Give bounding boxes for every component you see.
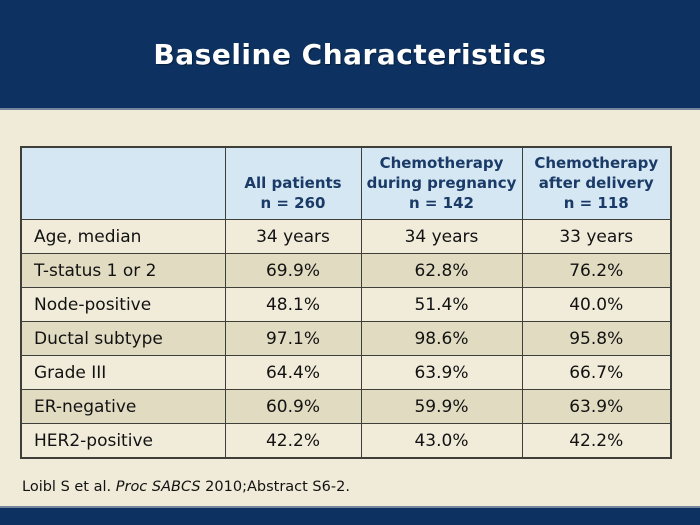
value-cell: 42.2%: [521, 423, 672, 459]
slide-title: Baseline Characteristics: [153, 37, 547, 71]
row-label: HER2-positive: [20, 423, 226, 459]
table-row: Node-positive 48.1% 51.4% 40.0%: [20, 287, 672, 322]
value-cell: 42.2%: [224, 423, 362, 459]
header-cell-1: All patients n = 260: [224, 146, 362, 220]
value-cell: 97.1%: [224, 321, 362, 356]
value-cell: 40.0%: [521, 287, 672, 322]
row-label: Node-positive: [20, 287, 226, 322]
table-row: HER2-positive 42.2% 43.0% 42.2%: [20, 423, 672, 459]
header-cell-line: n = 142: [408, 194, 474, 212]
citation-prefix: Loibl S et al.: [22, 479, 116, 495]
header-cell-line: n = 118: [563, 194, 629, 212]
value-cell: 62.8%: [360, 253, 523, 288]
value-cell: 63.9%: [521, 389, 672, 424]
value-cell: 60.9%: [224, 389, 362, 424]
header-cell-line: All patients: [244, 174, 342, 192]
table-row: Grade III 64.4% 63.9% 66.7%: [20, 355, 672, 390]
table-row: Ductal subtype 97.1% 98.6% 95.8%: [20, 321, 672, 356]
table-body: Age, median 34 years 34 years 33 years T-sta…: [20, 219, 672, 459]
citation-text: Loibl S et al. Proc SABCS 2010;Abstract …: [22, 477, 350, 497]
table-row: Age, median 34 years 34 years 33 years: [20, 219, 672, 254]
value-cell: 64.4%: [224, 355, 362, 390]
header-cell-0: [20, 146, 226, 220]
value-cell: 76.2%: [521, 253, 672, 288]
title-band: Baseline Characteristics: [0, 0, 700, 110]
value-cell: 34 years: [224, 219, 362, 254]
value-cell: 43.0%: [360, 423, 523, 459]
value-cell: 51.4%: [360, 287, 523, 322]
table-row: T-status 1 or 2 69.9% 62.8% 76.2%: [20, 253, 672, 288]
row-label: ER-negative: [20, 389, 226, 424]
table-row: ER-negative 60.9% 59.9% 63.9%: [20, 389, 672, 424]
table-header-row: All patients n = 260 Chemotherapy during pr…: [20, 146, 672, 220]
baseline-characteristics-table: All patients n = 260 Chemotherapy during pr…: [20, 146, 672, 459]
header-cell-line: n = 260: [260, 194, 326, 212]
value-cell: 98.6%: [360, 321, 523, 356]
value-cell: 59.9%: [360, 389, 523, 424]
header-cell-line: during pregnancy: [366, 174, 517, 192]
row-label: Grade III: [20, 355, 226, 390]
value-cell: 69.9%: [224, 253, 362, 288]
row-label: T-status 1 or 2: [20, 253, 226, 288]
value-cell: 34 years: [360, 219, 523, 254]
header-cell-2: Chemotherapy during pregnancy n = 142: [360, 146, 523, 220]
value-cell: 63.9%: [360, 355, 523, 390]
baseline-table-container: All patients n = 260 Chemotherapy during pr…: [20, 146, 672, 459]
header-cell-line: after delivery: [538, 174, 654, 192]
value-cell: 66.7%: [521, 355, 672, 390]
bottom-band: [0, 506, 700, 525]
value-cell: 33 years: [521, 219, 672, 254]
header-cell-3: Chemotherapy after delivery n = 118: [521, 146, 672, 220]
citation-journal: Proc SABCS: [115, 479, 201, 495]
citation-suffix: 2010;Abstract S6-2.: [200, 479, 350, 495]
header-cell-line: Chemotherapy: [379, 154, 504, 172]
value-cell: 95.8%: [521, 321, 672, 356]
header-cell-line: Chemotherapy: [534, 154, 659, 172]
row-label: Age, median: [20, 219, 226, 254]
row-label: Ductal subtype: [20, 321, 226, 356]
value-cell: 48.1%: [224, 287, 362, 322]
